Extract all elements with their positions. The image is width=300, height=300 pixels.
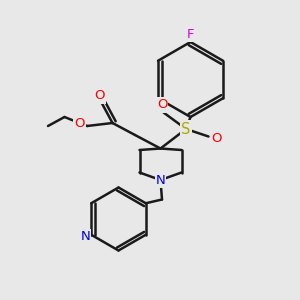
Text: O: O: [74, 117, 85, 130]
Text: O: O: [157, 98, 167, 112]
Text: N: N: [80, 230, 90, 243]
Text: S: S: [181, 122, 191, 136]
Text: F: F: [187, 28, 194, 41]
Text: O: O: [94, 89, 105, 103]
Text: O: O: [211, 131, 221, 145]
Text: N: N: [156, 173, 165, 187]
